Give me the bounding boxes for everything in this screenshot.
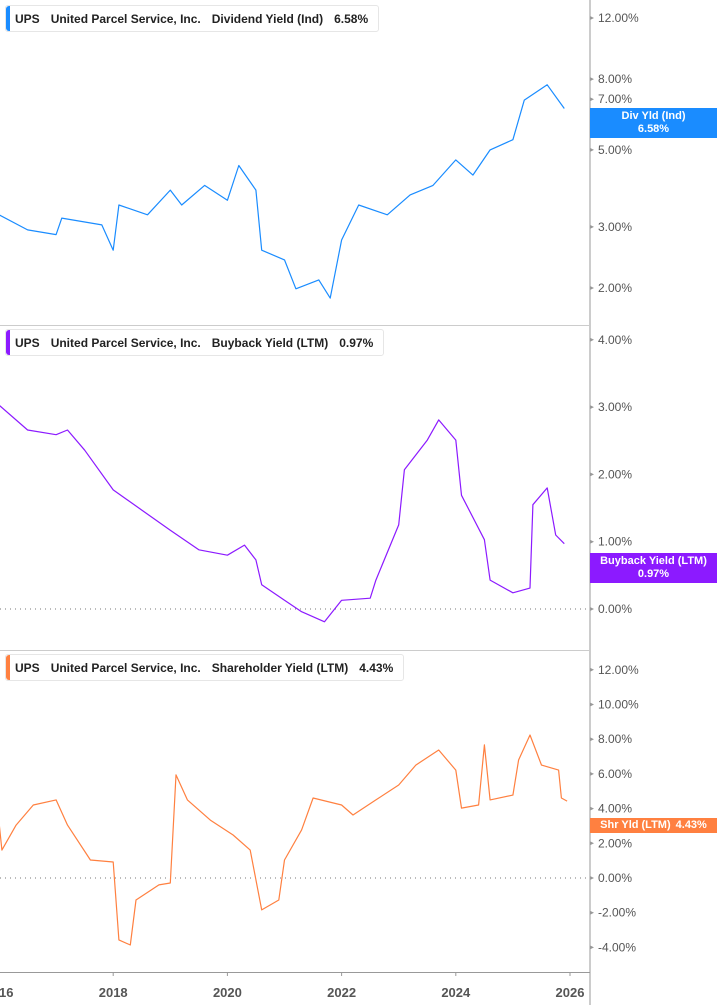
x-tick-label: 2024 (441, 985, 471, 1000)
y-tick-mark (590, 224, 594, 229)
y-tick-label: 10.00% (598, 698, 639, 712)
legend-metric: Dividend Yield (Ind) (211, 11, 324, 26)
tag-value: 0.97% (637, 568, 670, 580)
x-tick-label: 2020 (213, 985, 242, 1000)
y-tick-mark (590, 945, 594, 950)
y-tick-label: 3.00% (598, 220, 632, 234)
y-tick-label: -4.00% (598, 940, 636, 954)
y-tick-mark (590, 910, 594, 915)
y-tick-mark (590, 876, 594, 880)
legend-color-bar (6, 6, 10, 31)
tag-label: Buyback Yield (LTM) (600, 555, 707, 567)
y-tick-mark (590, 771, 594, 776)
y-tick-label: 3.00% (598, 400, 632, 414)
tag-value: 6.58% (637, 123, 670, 135)
legend-value: 6.58% (334, 11, 369, 26)
y-tick-label: 8.00% (598, 72, 632, 86)
legend-ticker: UPS (15, 335, 40, 350)
y-tick-label: 0.00% (598, 602, 632, 616)
legend-company: United Parcel Service, Inc. (50, 11, 201, 26)
y-tick-label: 6.00% (598, 767, 632, 781)
current-value-tag-dividend: Div Yld (Ind) 6.58% (590, 108, 717, 138)
tag-value: 4.43% (675, 819, 707, 831)
legend-color-bar (6, 655, 10, 680)
y-tick-label: 12.00% (598, 663, 639, 677)
y-tick-label: 4.00% (598, 802, 632, 816)
y-tick-label: 8.00% (598, 732, 632, 746)
tag-label: Div Yld (Ind) (621, 110, 686, 122)
series-line-1 (0, 405, 565, 623)
legend-ticker: UPS (15, 11, 40, 26)
y-tick-label: 1.00% (598, 535, 632, 549)
y-tick-label: 12.00% (598, 11, 639, 25)
y-tick-label: 2.00% (598, 467, 632, 481)
x-tick-label: 2022 (327, 985, 356, 1000)
y-tick-mark (590, 147, 594, 152)
legend-company: United Parcel Service, Inc. (50, 660, 201, 675)
x-tick-label: 2016 (0, 985, 13, 1000)
y-tick-label: 0.00% (598, 871, 632, 885)
legend-color-bar (6, 330, 10, 355)
y-tick-mark (590, 806, 594, 811)
y-tick-mark (590, 337, 594, 342)
y-tick-mark (590, 405, 594, 410)
y-tick-mark (590, 667, 594, 672)
y-tick-label: 4.00% (598, 333, 632, 347)
y-tick-label: 7.00% (598, 92, 632, 106)
legend-shareholder: UPS United Parcel Service, Inc. Sharehol… (5, 654, 405, 681)
y-tick-mark (590, 702, 594, 707)
y-tick-label: -2.00% (598, 906, 636, 920)
y-tick-mark (590, 97, 594, 102)
legend-metric: Shareholder Yield (LTM) (211, 660, 349, 675)
series-line-2 (0, 734, 568, 946)
y-tick-mark (590, 841, 594, 846)
y-tick-mark (590, 737, 594, 742)
y-tick-mark (590, 286, 594, 290)
legend-dividend: UPS United Parcel Service, Inc. Dividend… (5, 5, 380, 32)
y-tick-label: 2.00% (598, 281, 632, 295)
series-line-0 (0, 84, 565, 299)
y-tick-mark (590, 77, 594, 82)
x-tick-label: 2026 (556, 985, 585, 1000)
y-tick-mark (590, 15, 594, 20)
tag-label: Shr Yld (LTM) (600, 819, 671, 831)
y-tick-mark (590, 539, 594, 544)
y-tick-mark (590, 607, 594, 611)
x-tick-label: 2018 (99, 985, 128, 1000)
current-value-tag-buyback: Buyback Yield (LTM) 0.97% (590, 553, 717, 583)
legend-metric: Buyback Yield (LTM) (211, 335, 329, 350)
y-tick-label: 2.00% (598, 836, 632, 850)
legend-ticker: UPS (15, 660, 40, 675)
current-value-tag-shareholder: Shr Yld (LTM) 4.43% (590, 818, 717, 833)
legend-buyback: UPS United Parcel Service, Inc. Buyback … (5, 329, 385, 356)
legend-value: 4.43% (359, 660, 394, 675)
y-tick-label: 5.00% (598, 143, 632, 157)
legend-value: 0.97% (339, 335, 374, 350)
y-tick-mark (590, 472, 594, 477)
legend-company: United Parcel Service, Inc. (50, 335, 201, 350)
